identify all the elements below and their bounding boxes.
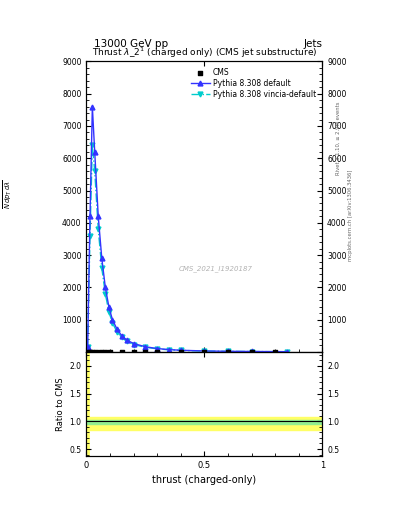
Pythia 8.308 vincia-default (90, 142, 95, 148)
Text: Jets: Jets (303, 38, 322, 49)
Text: Rivet 3.1.10, ≥ 2.9M events: Rivet 3.1.10, ≥ 2.9M events (336, 101, 341, 175)
Pythia 8.308 default (99, 255, 104, 262)
Line: Pythia 8.308 default: Pythia 8.308 default (85, 104, 289, 354)
Pythia 8.308 vincia-default (131, 342, 136, 348)
CMS (225, 348, 231, 356)
Pythia 8.308 default (107, 304, 111, 310)
Pythia 8.308 vincia-default (92, 168, 97, 174)
CMS (93, 348, 99, 356)
CMS (178, 348, 184, 356)
Pythia 8.308 vincia-default (155, 346, 160, 352)
Pythia 8.308 default (131, 340, 136, 347)
Pythia 8.308 vincia-default (107, 309, 111, 315)
Pythia 8.308 default (88, 214, 92, 220)
Pythia 8.308 default (155, 346, 160, 352)
Pythia 8.308 vincia-default (249, 349, 254, 355)
Pythia 8.308 default (285, 349, 289, 355)
Pythia 8.308 vincia-default (103, 291, 108, 297)
Pythia 8.308 vincia-default (115, 329, 119, 335)
Pythia 8.308 default (143, 344, 148, 350)
Pythia 8.308 default (249, 348, 254, 354)
CMS (84, 348, 91, 356)
Y-axis label: Ratio to CMS: Ratio to CMS (56, 377, 65, 431)
Pythia 8.308 vincia-default (167, 347, 171, 353)
CMS (272, 348, 278, 356)
Pythia 8.308 default (90, 103, 95, 110)
Pythia 8.308 vincia-default (88, 232, 92, 239)
Pythia 8.308 vincia-default (226, 348, 230, 354)
Pythia 8.308 default (103, 284, 108, 290)
Text: mcplots.cern.ch [arXiv:1306.3436]: mcplots.cern.ch [arXiv:1306.3436] (348, 169, 353, 261)
CMS (97, 348, 104, 356)
Pythia 8.308 default (110, 316, 115, 323)
Pythia 8.308 vincia-default (119, 334, 124, 340)
Pythia 8.308 vincia-default (110, 320, 115, 326)
CMS (248, 348, 255, 356)
CMS (119, 348, 125, 356)
CMS (107, 348, 113, 356)
CMS (130, 348, 137, 356)
Text: 13000 GeV pp: 13000 GeV pp (94, 38, 169, 49)
Pythia 8.308 vincia-default (143, 344, 148, 350)
Pythia 8.308 vincia-default (285, 349, 289, 355)
CMS (102, 348, 108, 356)
Legend: CMS, Pythia 8.308 default, Pythia 8.308 vincia-default: CMS, Pythia 8.308 default, Pythia 8.308 … (189, 65, 318, 101)
Pythia 8.308 vincia-default (96, 226, 101, 232)
CMS (87, 348, 93, 356)
Pythia 8.308 default (178, 347, 183, 353)
Pythia 8.308 default (124, 337, 129, 343)
Pythia 8.308 vincia-default (178, 347, 183, 353)
Pythia 8.308 default (92, 149, 97, 155)
X-axis label: thrust (charged-only): thrust (charged-only) (152, 475, 256, 485)
CMS (89, 348, 95, 356)
Text: $\frac{1}{N}\frac{d^2N}{dp_T\,d\lambda}$: $\frac{1}{N}\frac{d^2N}{dp_T\,d\lambda}$ (0, 180, 14, 209)
CMS (154, 348, 160, 356)
Pythia 8.308 vincia-default (85, 345, 90, 351)
CMS (142, 348, 149, 356)
CMS (201, 348, 208, 356)
Pythia 8.308 default (115, 326, 119, 332)
Pythia 8.308 vincia-default (124, 338, 129, 345)
Pythia 8.308 default (202, 348, 207, 354)
Pythia 8.308 default (167, 347, 171, 353)
Pythia 8.308 default (226, 348, 230, 354)
Title: Thrust $\lambda\_2^1$ (charged only) (CMS jet substructure): Thrust $\lambda\_2^1$ (charged only) (CM… (92, 46, 317, 60)
Pythia 8.308 vincia-default (202, 348, 207, 354)
Line: Pythia 8.308 vincia-default: Pythia 8.308 vincia-default (85, 143, 289, 354)
Pythia 8.308 vincia-default (99, 265, 104, 271)
Pythia 8.308 default (85, 345, 90, 351)
Pythia 8.308 default (119, 333, 124, 339)
Pythia 8.308 default (96, 214, 101, 220)
Text: CMS_2021_I1920187: CMS_2021_I1920187 (179, 266, 253, 272)
